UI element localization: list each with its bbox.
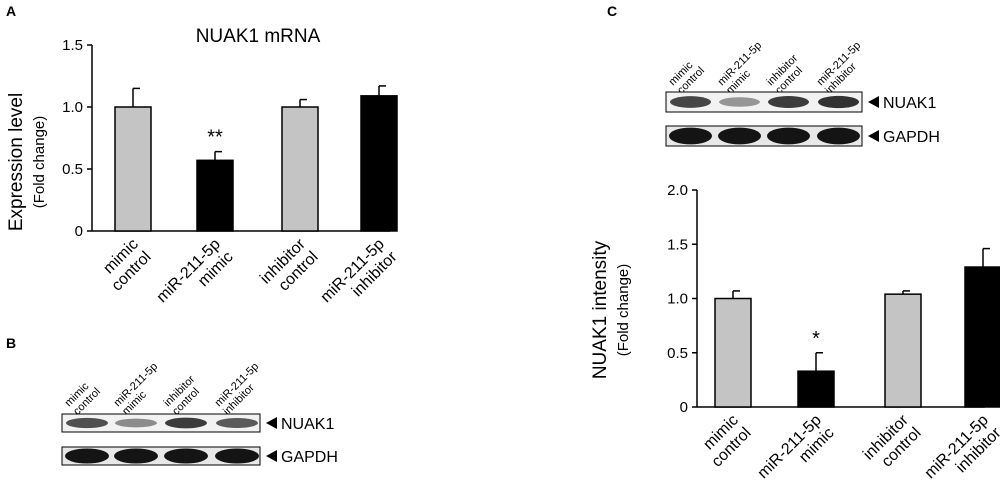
blot-strip-nuak1 bbox=[61, 413, 261, 433]
x-tick-label: miR-211-5pmimic bbox=[154, 236, 237, 319]
blot-lane-label: inhibitorcontrol bbox=[162, 373, 206, 417]
x-tick-label: miR-211-5pmimic bbox=[755, 412, 838, 495]
blot-lane-label: inhibitorcontrol bbox=[765, 52, 809, 96]
significance-marker: * bbox=[812, 328, 820, 350]
band-label: GAPDH bbox=[281, 449, 338, 466]
blot-lane-label: miR-211-5pinhibitor bbox=[815, 40, 872, 97]
chart-a: NUAK1 mRNA Expression level (Fold change… bbox=[6, 26, 401, 319]
blot-band-gapdh bbox=[114, 448, 158, 464]
blot-band-gapdh bbox=[718, 127, 761, 145]
blot-band-gapdh bbox=[817, 127, 860, 145]
y-tick-label: 1.0 bbox=[62, 99, 83, 116]
x-tick-label: mimiccontrol bbox=[696, 412, 755, 471]
y-tick-label: 2.0 bbox=[667, 182, 688, 199]
bar bbox=[884, 293, 922, 408]
chart-c: NUAK1 intensity (Fold change) 0 0.5 1.0 1.5… bbox=[590, 182, 1000, 495]
chart-c-ylabel: NUAK1 intensity bbox=[590, 240, 611, 379]
band-label: NUAK1 bbox=[883, 95, 936, 112]
x-tick-label: miR-211-5pinhibitor bbox=[318, 235, 401, 318]
y-tick-label: 1.5 bbox=[667, 236, 688, 253]
chart-c-ylabel-sub: (Fold change) bbox=[615, 264, 632, 357]
blot-band-nuak1 bbox=[66, 417, 108, 429]
y-tick-label: 0 bbox=[75, 223, 83, 240]
y-tick-label: 1.5 bbox=[62, 37, 83, 54]
x-tick-label: mimiccontrol bbox=[96, 236, 155, 295]
blot-strip-gapdh bbox=[665, 125, 863, 147]
band-arrow-icon bbox=[266, 417, 277, 429]
blot-lane-label: miR-211-5pinhibitor bbox=[213, 361, 270, 418]
bar bbox=[281, 106, 319, 232]
blot-band-nuak1 bbox=[670, 96, 711, 108]
blot-band-nuak1 bbox=[115, 418, 157, 428]
chart-a-ylabel: Expression level bbox=[6, 93, 27, 231]
blot-band-nuak1 bbox=[719, 97, 760, 107]
band-label: GAPDH bbox=[883, 129, 940, 146]
y-tick-label: 0.5 bbox=[667, 345, 688, 362]
x-tick-label: inhibitorcontrol bbox=[860, 411, 925, 476]
blot-band-nuak1 bbox=[165, 417, 207, 429]
band-arrow-icon bbox=[868, 130, 879, 142]
band-arrow-icon bbox=[868, 96, 879, 108]
x-tick-label: miR-211-5pinhibitor bbox=[922, 411, 1000, 494]
blot-band-nuak1 bbox=[216, 417, 258, 429]
blot-band-gapdh bbox=[669, 127, 712, 145]
significance-marker: ** bbox=[207, 127, 223, 149]
blot-lane-label: miR-211-5pmimic bbox=[716, 40, 773, 97]
band-arrow-icon bbox=[266, 450, 277, 462]
bar bbox=[196, 159, 234, 232]
blot-band-nuak1 bbox=[768, 96, 809, 108]
panel-label-b: B bbox=[6, 335, 16, 351]
y-tick-label: 0.5 bbox=[62, 161, 83, 178]
blot-lane-label: mimiccontrol bbox=[667, 56, 707, 96]
y-tick-label: 0 bbox=[680, 399, 688, 416]
blot-strip-gapdh bbox=[61, 446, 261, 466]
x-tick-label: inhibitorcontrol bbox=[257, 235, 322, 300]
blot-band-gapdh bbox=[767, 127, 810, 145]
bar bbox=[964, 266, 1000, 408]
panel-label-c: C bbox=[607, 3, 617, 19]
blot-band-gapdh bbox=[164, 448, 208, 464]
blot-strip-nuak1 bbox=[665, 91, 863, 113]
blot-lane-label: miR-211-5pmimic bbox=[112, 361, 169, 418]
chart-a-title: NUAK1 mRNA bbox=[196, 26, 321, 47]
chart-a-ylabel-sub: (Fold change) bbox=[31, 116, 48, 209]
y-tick-label: 1.0 bbox=[667, 291, 688, 308]
western-blot-c: mimiccontrol miR-211-5pmimic inhibitorcont… bbox=[665, 40, 940, 147]
panel-label-a: A bbox=[6, 3, 16, 19]
western-blot-b: mimiccontrol miR-211-5pmimic inhibitorcont… bbox=[61, 361, 338, 466]
bar bbox=[714, 297, 752, 408]
band-label: NUAK1 bbox=[281, 416, 334, 433]
blot-lane-label: mimiccontrol bbox=[63, 377, 103, 417]
bar bbox=[114, 106, 152, 232]
bar bbox=[360, 95, 398, 232]
blot-band-gapdh bbox=[65, 448, 109, 464]
blot-band-nuak1 bbox=[818, 95, 859, 109]
bar bbox=[797, 370, 835, 408]
blot-band-gapdh bbox=[215, 448, 259, 464]
